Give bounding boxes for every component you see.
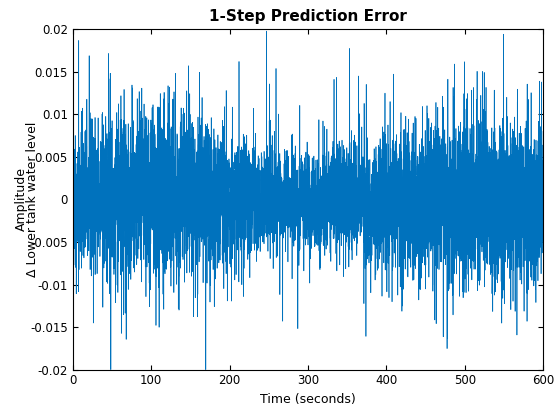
Title: 1-Step Prediction Error: 1-Step Prediction Error (209, 9, 407, 24)
Y-axis label: Amplitude: Amplitude (15, 168, 27, 231)
X-axis label: Time (seconds): Time (seconds) (260, 393, 356, 406)
Text: Δ Lower tank water level: Δ Lower tank water level (26, 122, 39, 277)
